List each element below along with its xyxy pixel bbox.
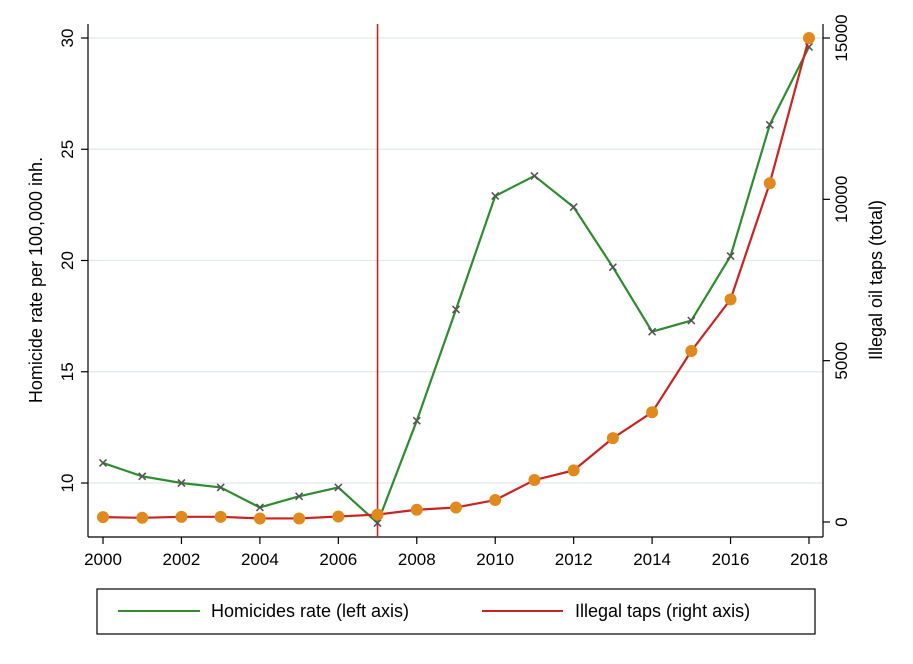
point-marker-0-2011	[530, 171, 539, 181]
x-tick-label-2018: 2018	[790, 550, 828, 569]
point-marker-0-2012	[569, 203, 578, 212]
series-0	[98, 42, 814, 528]
right-tick-label-5000: 5000	[832, 342, 851, 380]
point-marker-1-2005	[293, 512, 306, 525]
point-marker-0-2016	[726, 251, 735, 261]
point-marker-1-2007	[371, 508, 384, 521]
point-marker-1-2008	[410, 503, 423, 516]
series-line-0	[102, 46, 810, 525]
left-tick-label-10: 10	[58, 474, 77, 493]
point-marker-1-2000	[97, 511, 109, 524]
point-marker-1-2006	[332, 510, 345, 523]
right-tick-label-0: 0	[832, 517, 851, 526]
right-axis-label: Illegal oil taps (total)	[866, 200, 886, 360]
legend-label-taps: Illegal taps (right axis)	[575, 601, 750, 621]
x-tick-label-2010: 2010	[476, 550, 514, 569]
point-marker-1-2016	[724, 293, 737, 306]
point-marker-1-2009	[450, 501, 462, 514]
left-tick-label-30: 30	[58, 29, 77, 48]
point-marker-0-2003	[216, 483, 225, 492]
point-marker-1-2017	[763, 177, 776, 190]
point-marker-0-2001	[138, 472, 147, 481]
legend: Homicides rate (left axis) Illegal taps …	[96, 588, 816, 635]
series-layer	[97, 32, 815, 528]
x-tick-label-2004: 2004	[241, 550, 279, 569]
legend-box	[96, 588, 816, 635]
point-marker-1-2011	[528, 474, 541, 487]
left-axis-label: Homicide rate per 100,000 inh.	[26, 157, 46, 403]
point-marker-1-2015	[685, 344, 698, 357]
right-tick-label-15000: 15000	[832, 14, 851, 61]
point-marker-1-2002	[175, 510, 188, 523]
point-marker-0-2006	[334, 483, 343, 492]
point-marker-1-2012	[567, 464, 580, 477]
point-marker-1-2018	[803, 32, 815, 44]
grid-lines	[88, 37, 823, 484]
point-marker-0-2007	[373, 518, 382, 528]
tick-marks-and-labels: 10 15 20 25 30 0 5000 10000 15000 2000 2002 2004 200…	[58, 14, 851, 569]
point-marker-0-2015	[687, 316, 696, 325]
point-marker-0-2009	[451, 305, 461, 314]
point-marker-0-2005	[295, 492, 304, 501]
series-1	[97, 32, 815, 525]
point-marker-1-2014	[646, 406, 659, 419]
point-marker-1-2004	[253, 512, 266, 525]
point-marker-0-2013	[608, 263, 617, 272]
point-marker-1-2001	[136, 511, 149, 524]
point-marker-0-2014	[648, 327, 657, 336]
x-tick-label-2008: 2008	[398, 550, 436, 569]
left-tick-label-20: 20	[58, 251, 77, 270]
point-marker-1-2013	[606, 432, 619, 445]
point-marker-0-2010	[491, 191, 500, 201]
x-tick-label-2012: 2012	[555, 550, 593, 569]
point-marker-0-2017	[765, 120, 774, 129]
x-tick-label-2000: 2000	[84, 550, 122, 569]
point-marker-0-2008	[412, 416, 421, 425]
point-marker-1-2010	[489, 494, 502, 507]
x-tick-label-2006: 2006	[319, 550, 357, 569]
x-tick-label-2014: 2014	[633, 550, 671, 569]
series-line-1	[102, 37, 811, 520]
point-marker-0-2000	[98, 458, 108, 468]
legend-label-homicides: Homicides rate (left axis)	[211, 601, 409, 621]
x-tick-label-2002: 2002	[163, 550, 201, 569]
left-tick-label-15: 15	[58, 362, 77, 381]
right-tick-label-10000: 10000	[832, 176, 851, 223]
point-marker-0-2004	[255, 503, 264, 512]
left-tick-label-25: 25	[58, 140, 77, 159]
point-marker-0-2002	[177, 478, 186, 488]
point-marker-1-2003	[214, 510, 227, 523]
x-tick-label-2016: 2016	[712, 550, 750, 569]
axes	[87, 24, 824, 538]
